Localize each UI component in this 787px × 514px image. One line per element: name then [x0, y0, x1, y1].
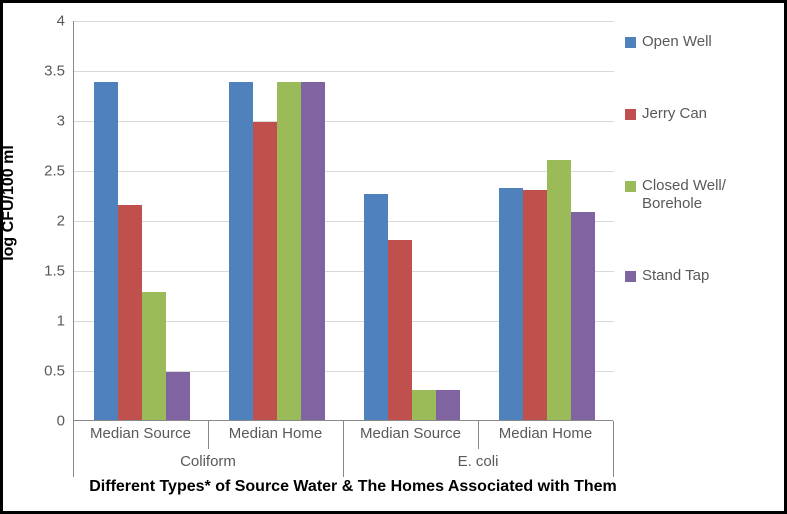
bar	[142, 292, 166, 420]
legend-label: Jerry Can	[642, 105, 707, 123]
bar	[94, 82, 118, 420]
category-label: E. coli	[458, 453, 499, 470]
legend-item: Jerry Can	[625, 105, 780, 123]
y-tick-label: 4	[35, 13, 65, 30]
y-tick-label: 2.5	[35, 163, 65, 180]
bar	[253, 122, 277, 420]
bar	[166, 372, 190, 420]
legend: Open Well Jerry Can Closed Well/ Borehole S…	[625, 33, 780, 339]
gridline	[74, 21, 614, 22]
legend-swatch	[625, 109, 636, 120]
bar	[118, 205, 142, 420]
y-tick-label: 0	[35, 413, 65, 430]
bar	[388, 240, 412, 420]
bar	[436, 390, 460, 420]
x-axis-label-text: Different Types* of Source Water & The H…	[89, 478, 617, 495]
category-separator	[613, 421, 614, 477]
y-tick-label: 0.5	[35, 363, 65, 380]
legend-item: Open Well	[625, 33, 780, 51]
y-tick-label: 1.5	[35, 263, 65, 280]
legend-label: Closed Well/ Borehole	[642, 177, 780, 213]
y-tick-label: 3.5	[35, 63, 65, 80]
chart-frame: log CFU/100 ml 00.511.522.533.54Median S…	[0, 0, 787, 514]
category-separator	[73, 421, 74, 477]
group-label: Median Source	[90, 425, 191, 442]
chart-area: 00.511.522.533.54Median SourceMedian Hom…	[73, 21, 613, 421]
category-label: Coliform	[180, 453, 236, 470]
bar	[301, 82, 325, 420]
y-tick-label: 3	[35, 113, 65, 130]
legend-swatch	[625, 37, 636, 48]
category-separator	[343, 421, 344, 477]
group-separator	[478, 421, 479, 449]
bar	[547, 160, 571, 420]
group-separator	[208, 421, 209, 449]
group-label: Median Source	[360, 425, 461, 442]
group-label: Median Home	[499, 425, 592, 442]
gridline	[74, 71, 614, 72]
legend-swatch	[625, 181, 636, 192]
bar	[499, 188, 523, 420]
group-label: Median Home	[229, 425, 322, 442]
gridline	[74, 121, 614, 122]
plot-region	[73, 21, 613, 421]
bar	[364, 194, 388, 420]
y-tick-label: 1	[35, 313, 65, 330]
y-tick-label: 2	[35, 213, 65, 230]
bar	[412, 390, 436, 420]
legend-item: Closed Well/ Borehole	[625, 177, 780, 213]
bar	[277, 82, 301, 420]
legend-label: Open Well	[642, 33, 712, 51]
gridline	[74, 171, 614, 172]
legend-label: Stand Tap	[642, 267, 709, 285]
x-axis-label: Different Types* of Source Water & The H…	[3, 478, 703, 496]
legend-item: Stand Tap	[625, 267, 780, 285]
legend-swatch	[625, 271, 636, 282]
bar	[523, 190, 547, 420]
bar	[229, 82, 253, 420]
bar	[571, 212, 595, 420]
y-axis-label: log CFU/100 ml	[0, 145, 18, 261]
